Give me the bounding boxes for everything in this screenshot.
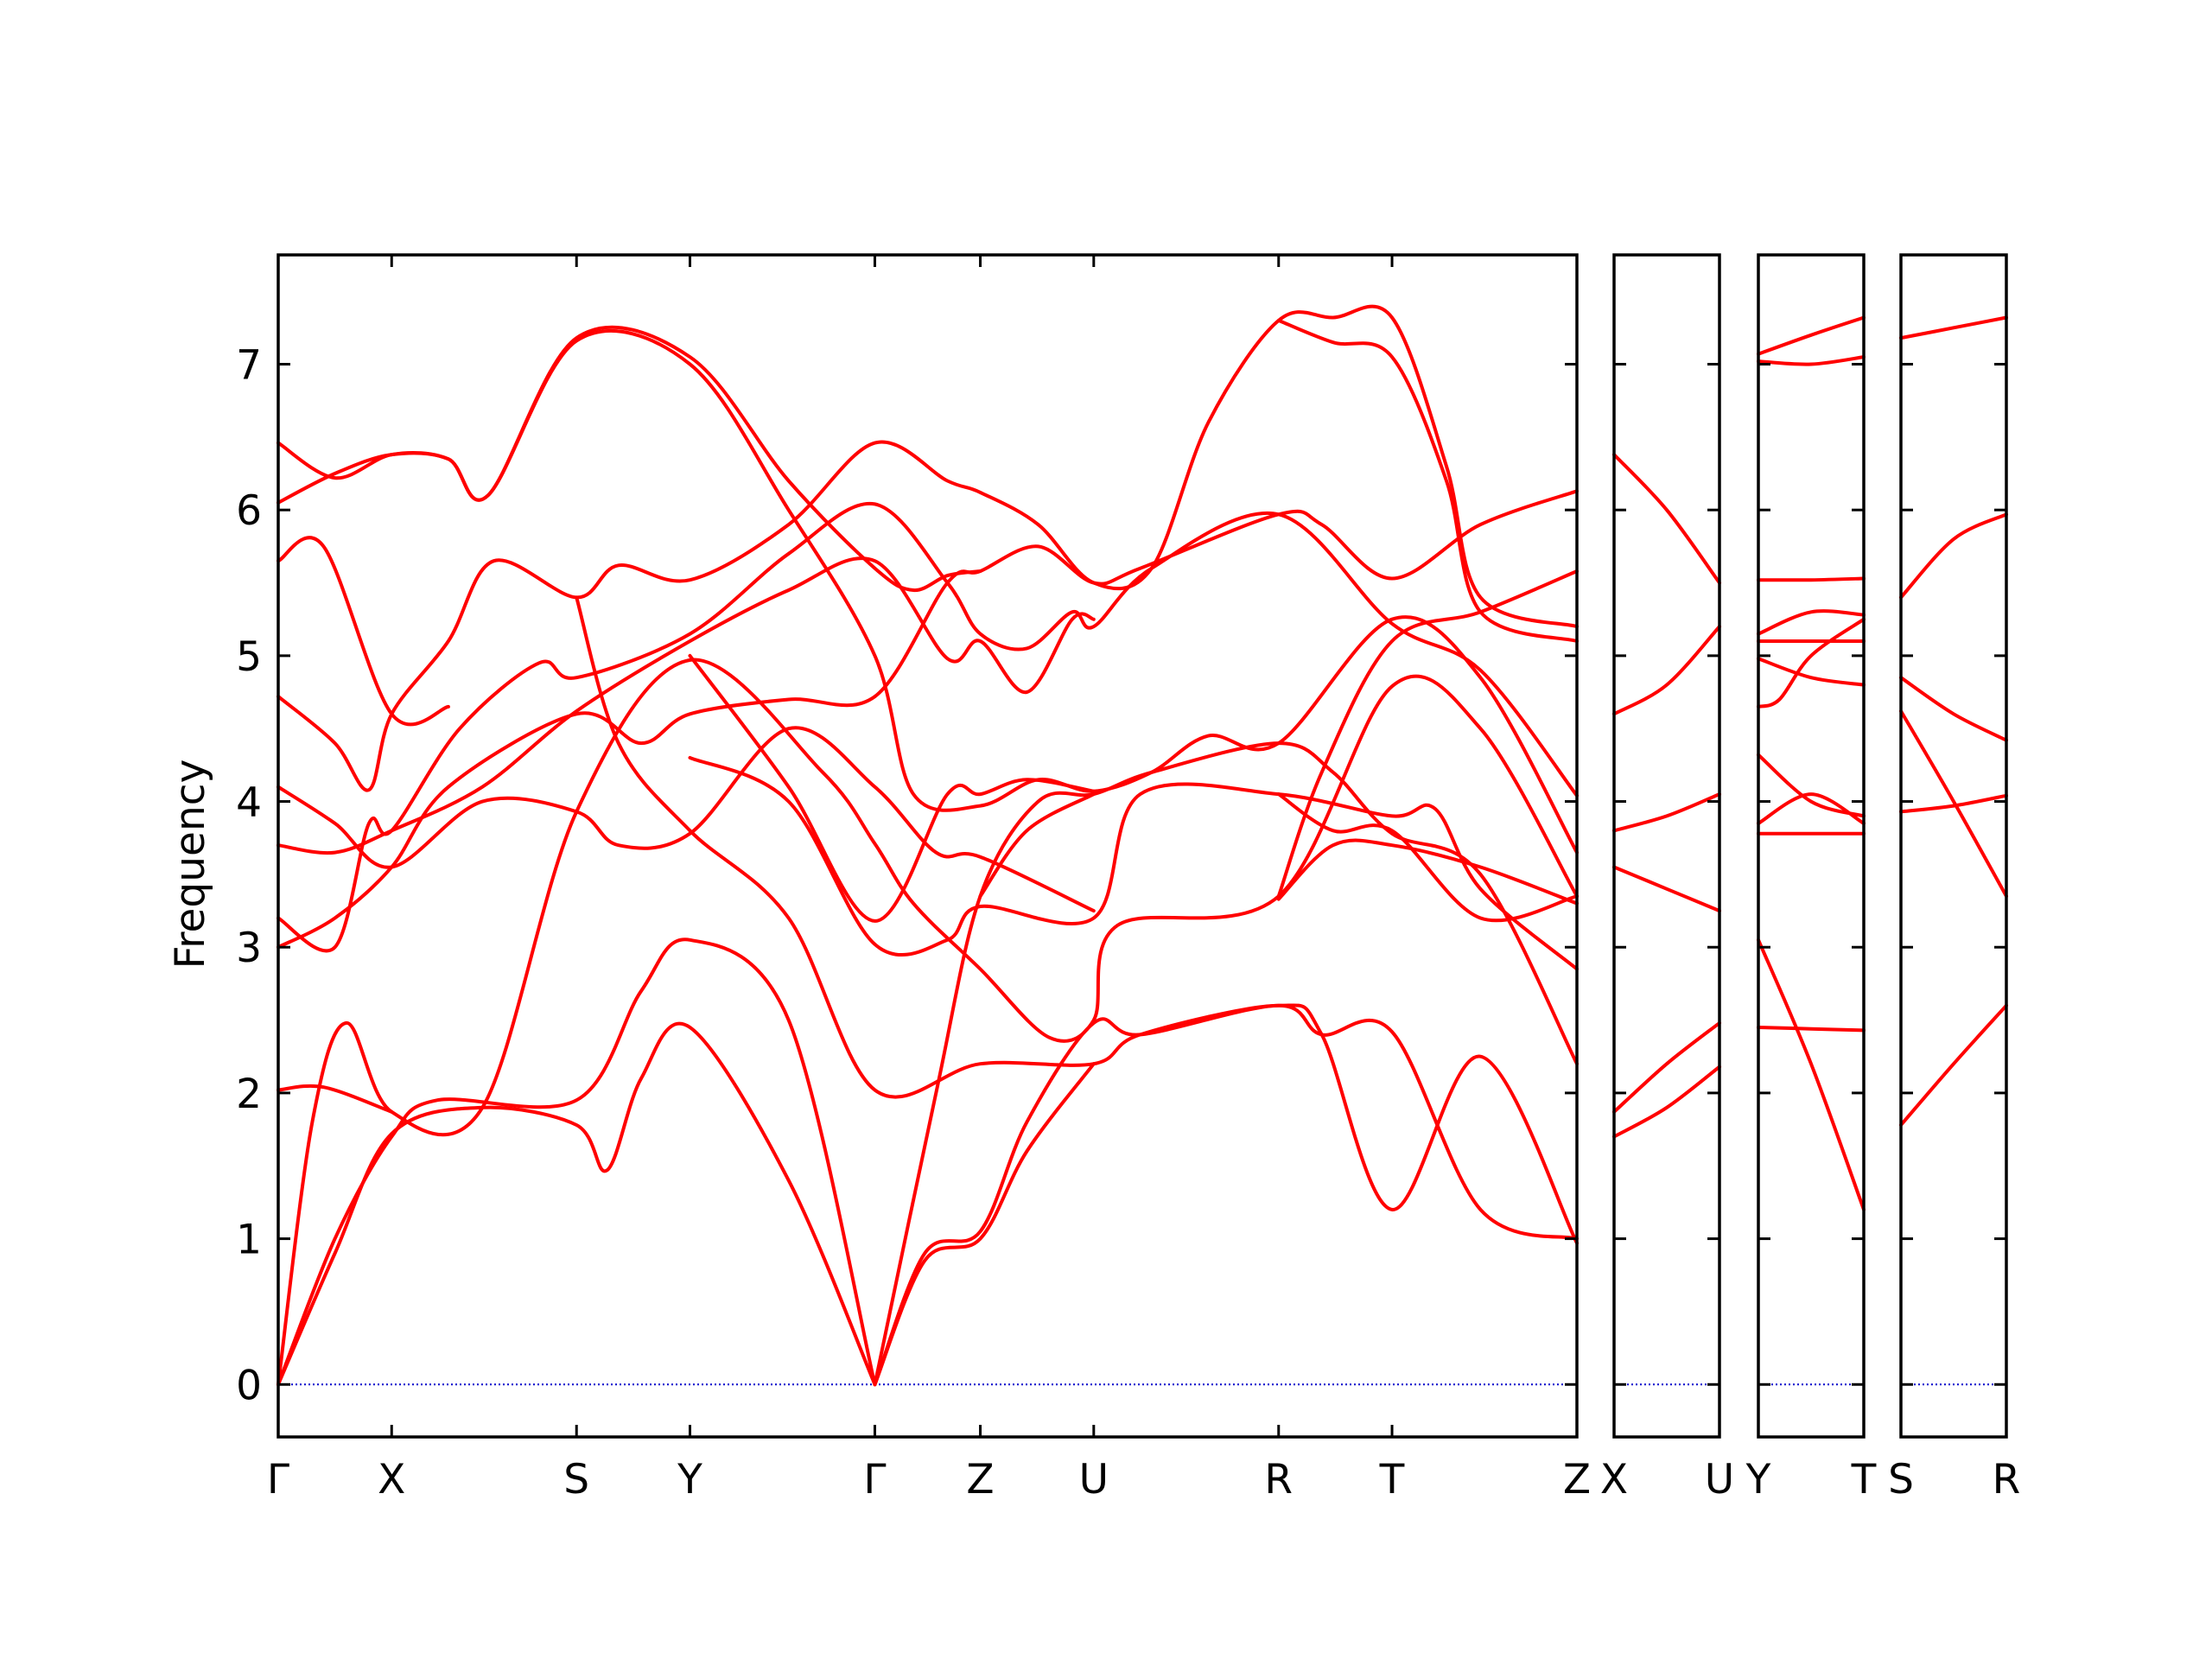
x-tick-label: S [1888,1456,1914,1503]
band-line [276,556,1096,855]
panel-frame [1899,253,2008,1439]
x-tick-label: R [1993,1456,2021,1503]
x-tick-label: T [1851,1456,1877,1503]
band-line [1276,569,1579,899]
band-line [1612,792,1721,833]
x-tick-label: S [563,1456,589,1503]
band-line [1757,938,1866,1211]
band-line [1899,1003,2008,1127]
x-tick-label: Z [1563,1456,1591,1503]
band-line [276,489,1579,950]
x-tick-label: T [1379,1456,1405,1503]
band-line [1612,453,1721,585]
y-tick-label: 3 [236,925,262,972]
band-line [978,792,1096,899]
band-line [1899,676,2008,742]
band-line [873,741,1579,1387]
band-line [276,304,1579,792]
band-line [1757,355,1866,366]
band-line [688,653,1096,923]
band-line [1757,753,1866,818]
x-tick-label: Z [966,1456,994,1503]
band-line [1276,838,1579,906]
axis-ticks [276,255,2008,1437]
band-line [1899,793,2008,814]
panel-frames [276,253,2008,1439]
x-tick-label: U [1705,1456,1734,1503]
panel-frame [276,253,1579,1439]
band-line [276,938,877,1387]
y-tick-label: 1 [236,1217,262,1264]
band-line [1757,617,1866,709]
band-line [1276,318,1579,643]
x-tick-label: X [1600,1456,1628,1503]
band-line [1757,1026,1866,1033]
x-tick-label: Y [1745,1456,1771,1503]
band-line [1276,792,1579,923]
band-line [1612,1065,1721,1139]
panel-frame [1757,253,1866,1439]
band-line [1612,1020,1721,1114]
band-line [1899,512,2008,600]
x-tick-label: X [378,1456,405,1503]
band-line [1757,576,1866,582]
y-axis-label: Frequency [167,760,214,969]
x-tick-label: Y [677,1456,702,1503]
x-tick-label: Γ [863,1456,886,1503]
band-line [575,595,1579,1241]
y-tick-label: 0 [236,1362,262,1409]
band-line [1612,625,1721,716]
y-tick-label: 7 [236,342,262,390]
band-line [873,1003,1579,1387]
y-tick-label: 6 [236,487,262,535]
band-line [1612,865,1721,913]
band-line [276,536,450,727]
band-line [1757,609,1866,636]
band-line [1757,657,1866,687]
y-tick-label: 5 [236,633,262,681]
band-line [1757,792,1866,825]
band-line [873,1062,1096,1387]
y-tick-label: 4 [236,779,262,827]
x-tick-label: Γ [267,1456,289,1503]
band-line [276,658,1579,1387]
band-line [276,328,1579,855]
x-tick-label: R [1264,1456,1293,1503]
band-line [276,1021,877,1387]
band-line [1899,315,2008,340]
band-line [1757,315,1866,356]
band-line [276,726,1096,913]
y-tick-label: 2 [236,1071,262,1118]
band-line [276,1084,394,1114]
band-line [688,755,1579,971]
band-line [276,501,1579,953]
x-tick-label: U [1079,1456,1109,1503]
panel-frame [1612,253,1721,1439]
band-lines [276,304,2008,1387]
band-line [1899,709,2008,899]
